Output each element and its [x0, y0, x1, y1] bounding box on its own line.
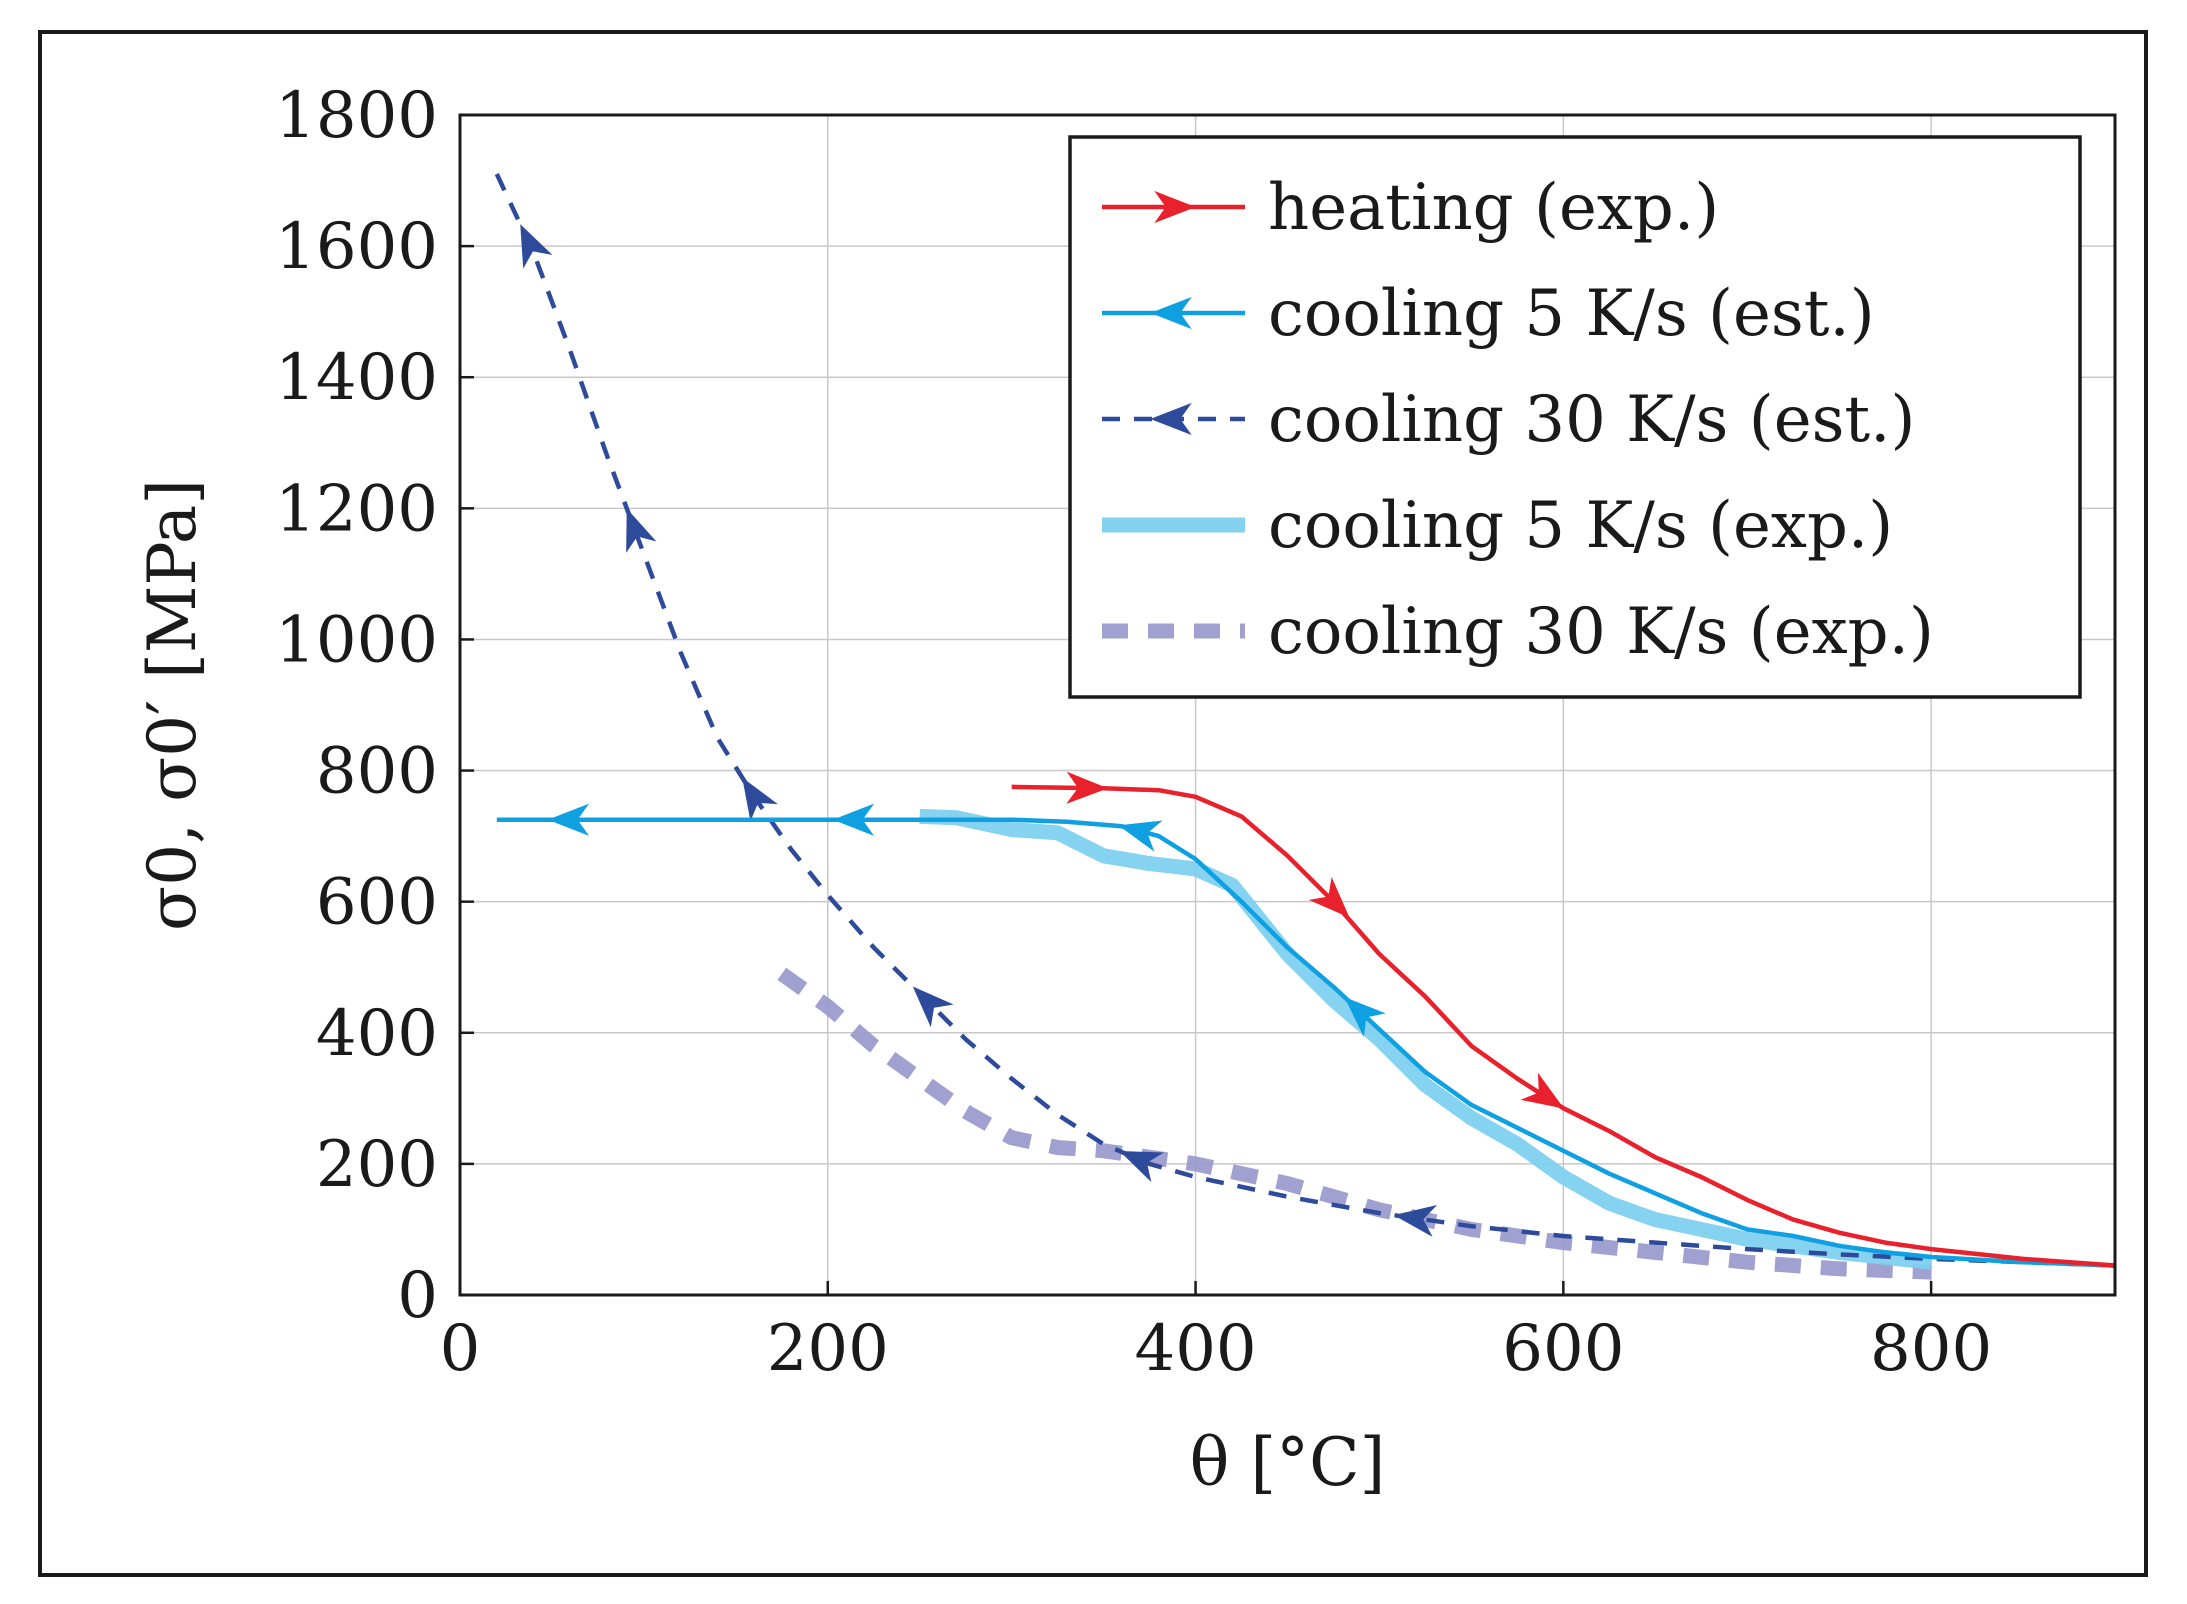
y-tick-label: 800	[316, 735, 438, 809]
legend-marker-0	[1154, 190, 1196, 224]
series-marker-2	[742, 777, 778, 822]
series-marker-1	[1118, 820, 1163, 852]
series-line-2	[494, 173, 2116, 1268]
x-tick-label: 200	[767, 1312, 889, 1386]
plot-area-border	[458, 113, 2117, 1297]
legend-label-1: cooling 5 K/s (est.)	[1268, 277, 1875, 351]
legend: heating (exp.) cooling 5 K/s (est.) coolin…	[1068, 135, 2082, 699]
x-tick-label: 400	[1134, 1312, 1256, 1386]
series-marker-0	[1066, 771, 1108, 804]
y-axis-label: σ0, σ0′ [MPa]	[134, 479, 211, 931]
x-tick-label: 800	[1870, 1312, 1992, 1386]
y-tick-label: 600	[316, 866, 438, 940]
series-marker-1	[547, 803, 590, 836]
x-tick-label: 600	[1502, 1312, 1624, 1386]
axis-tick-labels: 0 200 400 600 800 0 200 400 600 800 1000 1200 1400 16…	[275, 79, 1992, 1386]
y-tick-label: 1200	[275, 472, 438, 546]
y-tick-label: 1800	[275, 79, 438, 153]
series-marker-0	[1308, 876, 1350, 918]
y-tick-label: 200	[316, 1128, 438, 1202]
series-marker-2	[1119, 1151, 1164, 1183]
series-line-3	[919, 808, 1932, 1270]
y-tick-label: 400	[316, 997, 438, 1071]
legend-marker-2	[1150, 402, 1192, 436]
series-marker-2	[912, 986, 954, 1028]
y-tick-label: 1400	[275, 341, 438, 415]
legend-label-2: cooling 30 K/s (est.)	[1268, 383, 1915, 457]
series-marker-2	[520, 224, 553, 269]
axis-ticks	[458, 113, 1933, 1297]
series-marker-2	[1393, 1204, 1438, 1237]
legend-marker-1	[1150, 296, 1192, 330]
y-tick-label: 1600	[275, 210, 438, 284]
series-marker-2	[626, 508, 657, 553]
legend-label-3: cooling 5 K/s (exp.)	[1268, 489, 1893, 563]
series-line-1	[496, 817, 2116, 1268]
legend-label-4: cooling 30 K/s (exp.)	[1268, 595, 1934, 669]
series-marker-1	[832, 803, 875, 836]
series-layer	[494, 173, 2116, 1280]
y-tick-label: 0	[397, 1259, 438, 1333]
x-axis-label: θ [°C]	[1190, 1424, 1386, 1501]
series-marker-0	[1520, 1072, 1565, 1109]
y-tick-label: 1000	[275, 603, 438, 677]
series-marker-1	[1344, 996, 1386, 1038]
x-tick-label: 0	[440, 1312, 481, 1386]
legend-label-0: heating (exp.)	[1268, 171, 1719, 245]
